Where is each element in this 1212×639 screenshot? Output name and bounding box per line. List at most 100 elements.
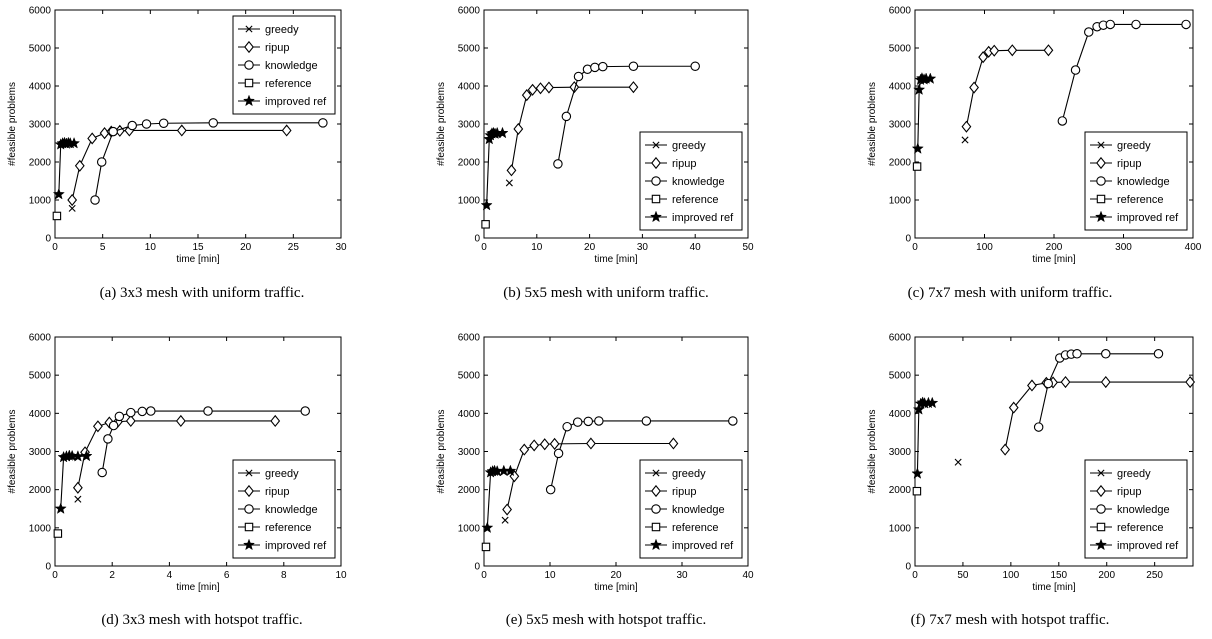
y-tick-label: 3000 [29, 447, 52, 458]
legend-label: improved ref [265, 540, 327, 552]
legend-marker [242, 94, 256, 107]
legend-marker [1096, 176, 1106, 186]
data-point [1008, 401, 1019, 414]
data-point [1105, 19, 1116, 30]
legend-marker [651, 194, 661, 204]
y-tick-label: 4000 [889, 82, 912, 93]
series-improved-ref [480, 126, 509, 211]
legend-marker [649, 538, 663, 551]
y-axis-label: #feasible problems [7, 82, 18, 166]
data-point [137, 406, 147, 417]
data-point [912, 162, 922, 171]
legend-marker [651, 484, 661, 498]
data-point [1185, 375, 1196, 389]
legend-label: improved ref [1117, 212, 1179, 224]
data-point [911, 142, 924, 154]
y-tick-label: 4000 [29, 409, 52, 420]
chart-panel-3: 0 2 4 6 8 10 0 1000 2000 3000 4000 5000 6000 time [mi… [7, 333, 347, 594]
data-point [628, 81, 639, 94]
x-tick-label: 30 [637, 242, 649, 253]
data-point [961, 136, 969, 144]
data-point [103, 434, 113, 444]
legend: greedy ripup knowledge reference improved re… [639, 459, 743, 559]
data-point [90, 195, 100, 205]
data-point [1060, 375, 1071, 389]
legend-marker [1094, 210, 1108, 223]
y-tick-label: 0 [905, 562, 911, 573]
legend-marker [242, 538, 256, 551]
data-point [594, 416, 604, 426]
y-tick-label: 0 [474, 562, 480, 573]
data-point [125, 414, 136, 428]
data-point [1101, 349, 1111, 359]
y-tick-label: 2000 [889, 158, 912, 169]
y-tick-label: 1000 [458, 196, 481, 207]
data-point [598, 61, 608, 72]
series-improved-ref [52, 136, 81, 200]
x-tick-label: 6 [224, 570, 230, 581]
data-point [969, 81, 979, 94]
legend-label: ripup [1117, 158, 1141, 170]
y-tick-label: 6000 [458, 6, 481, 17]
data-point [99, 127, 110, 140]
legend-label: knowledge [672, 504, 725, 516]
series-greedy [74, 495, 82, 503]
x-tick-label: 50 [957, 570, 969, 581]
legend-marker [245, 469, 253, 477]
caption-f: (f) 7x7 mesh with hotspot traffic. [910, 612, 1110, 628]
y-tick-label: 0 [45, 234, 51, 245]
x-axis-label: time [min] [1032, 254, 1076, 265]
y-axis-label: #feasible problems [436, 82, 447, 166]
data-point [553, 448, 564, 459]
legend-marker [1096, 484, 1106, 498]
data-point [176, 124, 187, 137]
series-reference [481, 220, 490, 229]
series-ripup [506, 81, 639, 177]
legend-marker [651, 156, 661, 170]
legend: greedy ripup knowledge reference improved re… [1084, 131, 1188, 231]
legend-label: knowledge [1117, 504, 1170, 516]
data-point [270, 414, 281, 428]
legend-label: improved ref [1117, 540, 1179, 552]
chart-panel-0: 0 5 10 15 20 25 30 0 1000 2000 3000 4000 5000 6000 tim… [7, 6, 347, 266]
data-point [628, 61, 639, 71]
x-tick-label: 25 [288, 242, 300, 253]
data-point [496, 126, 509, 139]
data-point [728, 416, 738, 426]
y-tick-label: 3000 [29, 120, 52, 131]
series-ripup [1000, 375, 1196, 456]
legend-marker [652, 469, 660, 477]
legend-label: greedy [1117, 468, 1151, 480]
y-tick-label: 4000 [458, 409, 481, 420]
data-point [146, 406, 156, 416]
data-point [954, 458, 962, 466]
x-tick-label: 20 [584, 242, 596, 253]
legend-label: reference [265, 78, 311, 90]
series-improved-ref [481, 464, 517, 534]
data-point [513, 122, 524, 136]
data-point [978, 51, 989, 64]
chart-panel-4: 0 10 20 30 40 0 1000 2000 3000 4000 5000 6000 time [… [436, 333, 754, 594]
legend-marker [245, 25, 253, 33]
series-line [510, 86, 634, 171]
y-tick-label: 0 [905, 234, 911, 245]
data-point [1181, 19, 1191, 30]
legend-marker [651, 522, 661, 532]
x-axis-label: time [min] [176, 254, 220, 265]
x-tick-label: 40 [690, 242, 702, 253]
legend: greedy ripup knowledge reference improved re… [639, 131, 743, 231]
data-point [573, 71, 584, 82]
series-line [506, 442, 674, 510]
y-tick-label: 2000 [29, 485, 52, 496]
y-tick-label: 5000 [458, 44, 481, 55]
legend-label: greedy [1117, 140, 1151, 152]
data-point [590, 62, 600, 73]
x-axis-label: time [min] [1032, 582, 1076, 593]
series-line [916, 402, 933, 474]
data-point [1070, 65, 1081, 75]
y-tick-label: 5000 [889, 371, 912, 382]
x-tick-label: 4 [167, 570, 173, 581]
y-tick-label: 5000 [889, 44, 912, 55]
data-point [1027, 379, 1037, 392]
legend-label: reference [672, 194, 718, 206]
